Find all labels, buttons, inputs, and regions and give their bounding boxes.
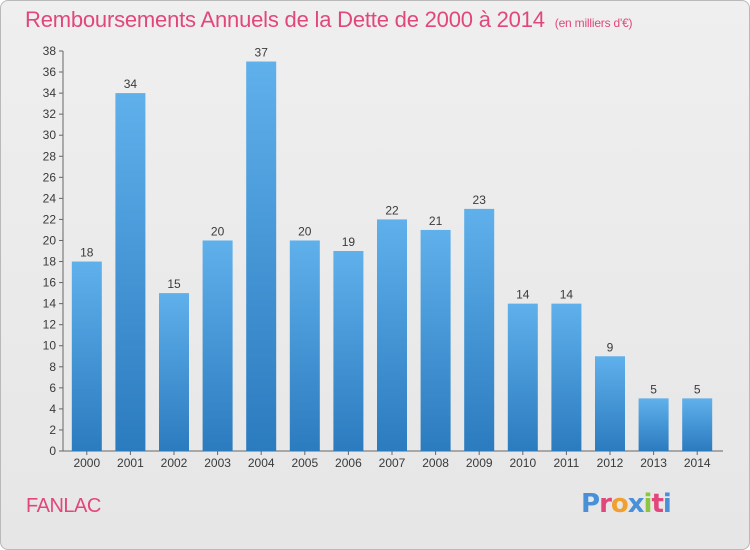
y-tick-label: 0	[49, 444, 56, 458]
y-tick-label: 6	[49, 381, 56, 395]
data-label: 14	[516, 288, 530, 302]
bar	[595, 356, 625, 451]
y-tick-label: 34	[43, 86, 57, 100]
logo-letter: t	[651, 489, 663, 519]
y-tick-label: 12	[43, 318, 57, 332]
x-tick-label: 2006	[335, 456, 362, 470]
bar	[420, 229, 451, 451]
x-tick-label: 2002	[161, 456, 188, 470]
x-tick-label: 2010	[509, 456, 536, 470]
logo-letter: o	[610, 489, 629, 519]
y-tick-label: 14	[43, 297, 57, 311]
bar	[638, 398, 669, 451]
x-tick-label: 2008	[422, 456, 449, 470]
commune-name: FANLAC	[26, 495, 101, 517]
x-tick-label: 2004	[248, 456, 275, 470]
x-tick-label: 2001	[117, 456, 144, 470]
x-tick-label: 2011	[553, 456, 579, 470]
x-tick-label: 2014	[684, 456, 711, 470]
logo-letter: i	[662, 489, 672, 519]
x-tick-label: 2012	[597, 456, 624, 470]
y-tick-label: 10	[43, 339, 57, 353]
data-label: 5	[694, 382, 701, 396]
data-label: 5	[650, 382, 657, 396]
data-label: 20	[298, 224, 312, 238]
y-tick-label: 2	[49, 423, 56, 437]
bar	[71, 261, 102, 451]
data-label: 14	[560, 288, 574, 302]
logo-letter: r	[599, 489, 612, 519]
bar	[377, 219, 407, 451]
y-tick-label: 18	[43, 255, 57, 269]
bar	[551, 303, 582, 451]
y-tick-label: 30	[43, 128, 57, 142]
bar	[289, 240, 320, 451]
data-label: 21	[429, 214, 443, 228]
y-tick-label: 4	[49, 402, 56, 416]
y-tick-label: 16	[43, 276, 57, 290]
bar	[333, 251, 364, 451]
y-tick-label: 28	[43, 149, 57, 163]
x-tick-label: 2007	[379, 456, 406, 470]
logo-letter: i	[643, 489, 653, 519]
y-tick-label: 32	[43, 107, 57, 121]
logo-letter: x	[627, 489, 645, 519]
y-tick-label: 38	[43, 44, 57, 58]
data-label: 34	[124, 77, 138, 91]
bar	[202, 240, 233, 451]
y-tick-label: 8	[49, 360, 56, 374]
data-label: 9	[607, 340, 614, 354]
y-tick-label: 20	[43, 233, 57, 247]
chart-bars	[71, 61, 713, 452]
data-label: 19	[342, 235, 356, 249]
bar	[159, 293, 189, 451]
bar	[115, 93, 146, 452]
x-tick-label: 2000	[73, 456, 100, 470]
title-text: Remboursements Annuels de la Dette de 20…	[25, 7, 545, 32]
y-tick-label: 36	[43, 65, 57, 79]
bar	[507, 303, 538, 451]
data-label: 22	[385, 203, 399, 217]
x-tick-label: 2005	[291, 456, 318, 470]
x-tick-label: 2013	[640, 456, 667, 470]
bar	[246, 61, 277, 452]
data-label: 23	[473, 193, 487, 207]
x-tick-label: 2003	[204, 456, 231, 470]
unit-note: (en milliers d'€)	[554, 16, 633, 30]
y-tick-label: 22	[43, 212, 57, 226]
proxiti-logo: Proxiti	[581, 489, 672, 519]
data-label: 18	[80, 246, 94, 260]
logo-letter: P	[581, 489, 600, 519]
chart-title: Remboursements Annuels de la Dette de 20…	[25, 7, 633, 33]
y-tick-label: 26	[43, 170, 57, 184]
data-label: 15	[167, 277, 181, 291]
x-tick-label: 2009	[466, 456, 493, 470]
chart-labels: 18 34 15 20 37 20 19 22 21 23 14 14 9 5 5	[80, 46, 701, 397]
bar	[682, 398, 713, 451]
data-label: 20	[211, 224, 225, 238]
y-tick-label: 24	[43, 191, 57, 205]
bar	[464, 208, 495, 451]
data-label: 37	[255, 46, 269, 60]
